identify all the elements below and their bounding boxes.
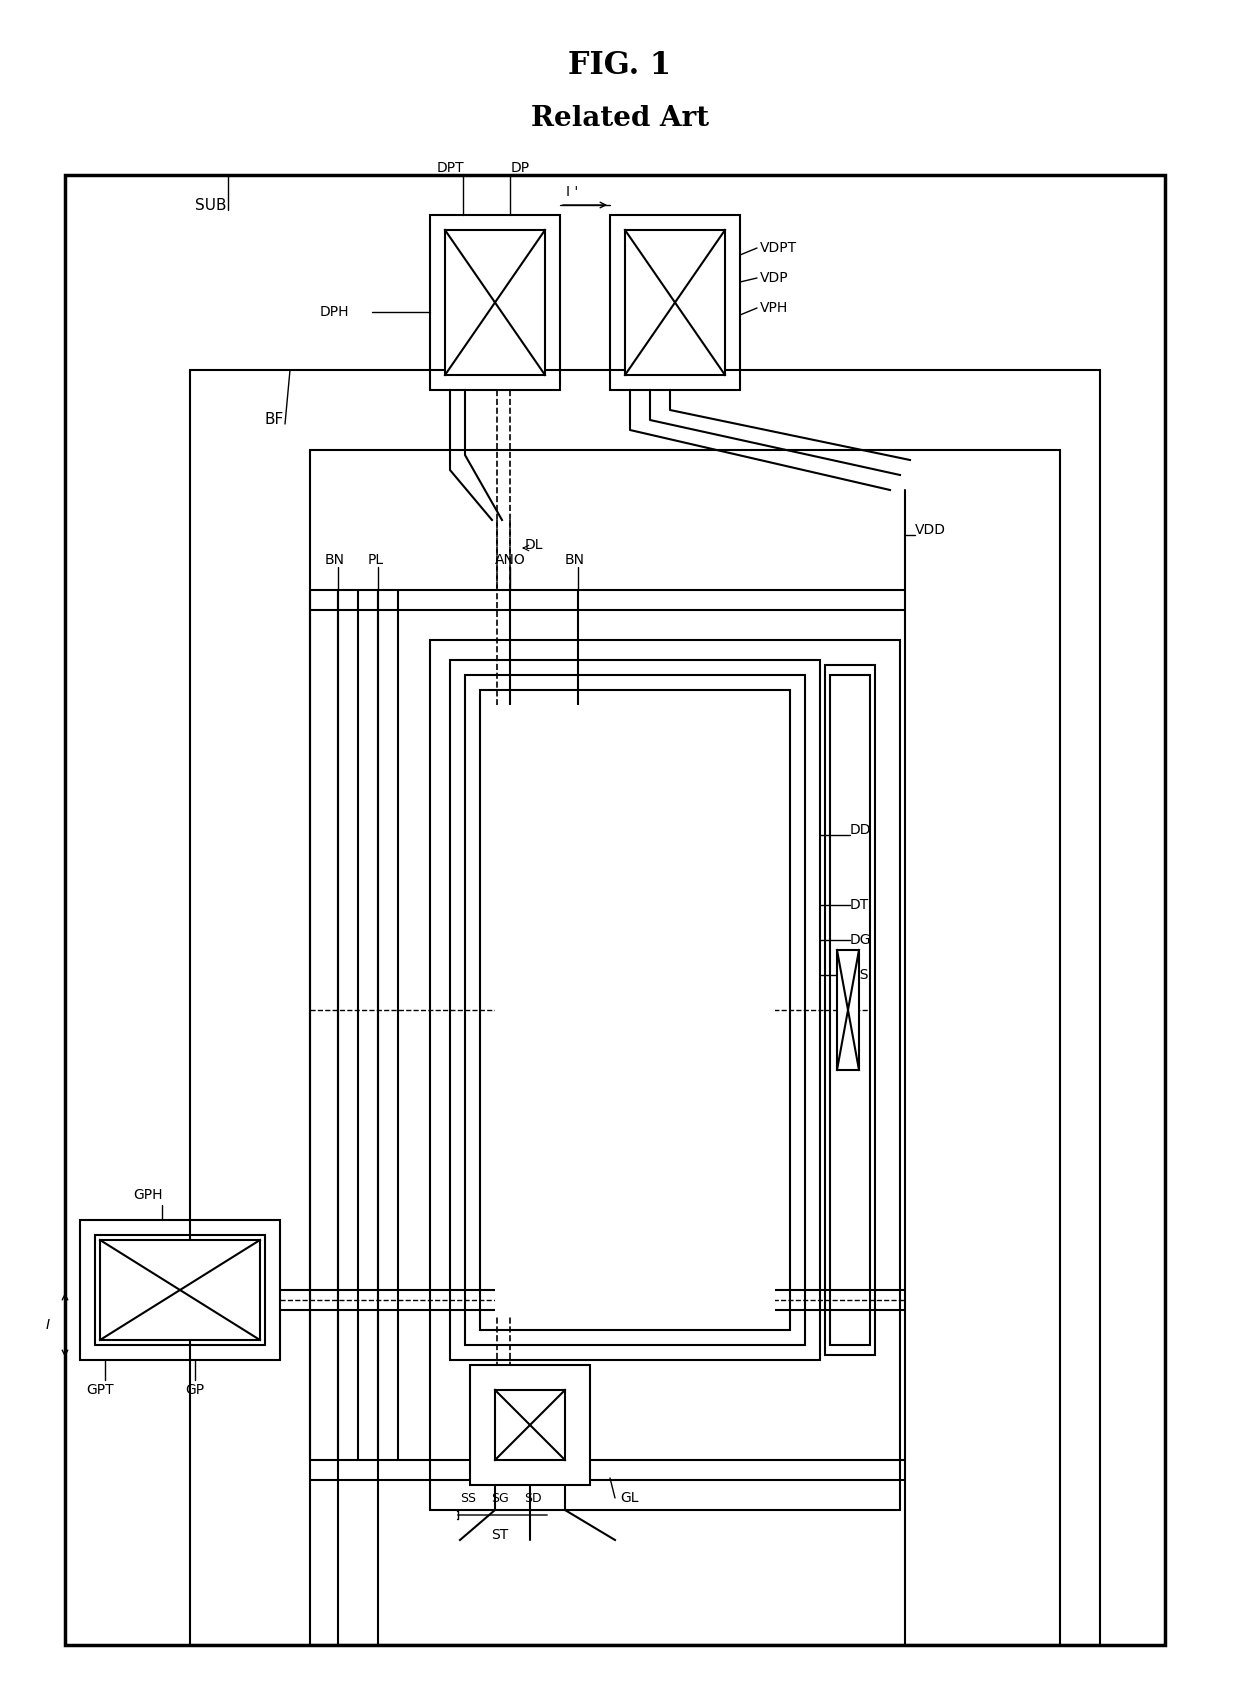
Text: DPH: DPH xyxy=(320,305,350,319)
Text: DT: DT xyxy=(849,899,869,912)
Text: DS: DS xyxy=(849,968,869,982)
Text: DL: DL xyxy=(525,539,543,552)
Bar xyxy=(837,950,859,1071)
Bar xyxy=(825,665,875,1355)
Bar xyxy=(190,370,1100,1645)
Bar xyxy=(485,1379,575,1470)
Text: BN: BN xyxy=(565,552,585,568)
Text: DP: DP xyxy=(511,160,529,176)
Text: SUB: SUB xyxy=(195,198,227,213)
Bar xyxy=(430,639,900,1511)
Text: GP: GP xyxy=(186,1383,205,1396)
Text: GL: GL xyxy=(620,1490,639,1506)
Bar xyxy=(470,1366,590,1485)
Text: DD: DD xyxy=(849,824,872,837)
Text: DG: DG xyxy=(849,933,872,946)
Bar xyxy=(310,450,1060,1645)
Text: SS: SS xyxy=(460,1492,476,1504)
Text: GPH: GPH xyxy=(133,1188,162,1202)
Text: BN: BN xyxy=(325,552,345,568)
Text: Related Art: Related Art xyxy=(531,104,709,131)
Text: VDD: VDD xyxy=(915,523,946,537)
Text: VDP: VDP xyxy=(760,271,789,285)
Text: SD: SD xyxy=(525,1492,542,1504)
Bar xyxy=(625,230,725,375)
Text: FIG. 1: FIG. 1 xyxy=(568,49,672,80)
Bar xyxy=(445,230,546,375)
Text: SG: SG xyxy=(491,1492,508,1504)
Bar xyxy=(430,215,560,390)
Bar xyxy=(81,1221,280,1361)
Text: DPT: DPT xyxy=(436,160,464,176)
Bar xyxy=(64,176,1166,1645)
Text: VPH: VPH xyxy=(760,302,789,315)
Text: GPT: GPT xyxy=(87,1383,114,1396)
Bar xyxy=(495,704,775,1315)
Text: BF: BF xyxy=(265,413,284,428)
Bar xyxy=(465,675,805,1345)
Text: ANO: ANO xyxy=(495,552,526,568)
Text: VDPT: VDPT xyxy=(760,240,797,256)
Bar xyxy=(610,215,740,390)
Bar xyxy=(480,691,790,1330)
Bar xyxy=(100,1240,260,1340)
Text: ST: ST xyxy=(491,1528,508,1541)
Bar xyxy=(495,1390,565,1459)
Bar xyxy=(830,675,870,1345)
Text: PL: PL xyxy=(368,552,384,568)
Text: I ': I ' xyxy=(565,186,578,199)
Bar xyxy=(95,1234,265,1345)
Bar xyxy=(450,660,820,1361)
Text: I: I xyxy=(46,1318,50,1332)
